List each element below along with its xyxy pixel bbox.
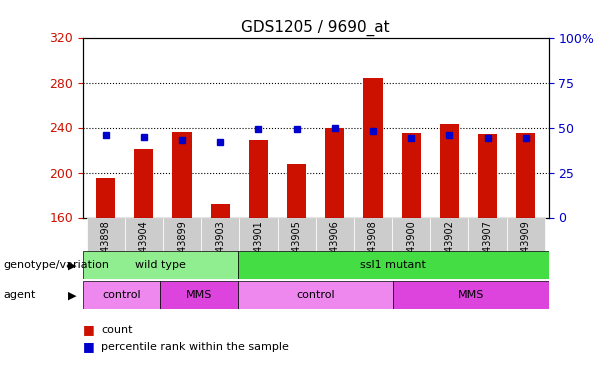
Text: GSM43898: GSM43898 — [101, 220, 111, 273]
Bar — [392, 217, 430, 279]
Text: control: control — [296, 290, 335, 300]
Bar — [316, 217, 354, 279]
Text: GSM43905: GSM43905 — [292, 220, 302, 273]
Bar — [249, 140, 268, 218]
Text: control: control — [102, 290, 141, 300]
Text: percentile rank within the sample: percentile rank within the sample — [101, 342, 289, 352]
Text: GSM43899: GSM43899 — [177, 220, 187, 273]
Text: agent: agent — [3, 290, 36, 300]
Bar — [287, 164, 306, 218]
Bar — [326, 128, 345, 218]
Bar — [506, 217, 545, 279]
Text: ▶: ▶ — [68, 290, 77, 300]
Bar — [96, 178, 115, 218]
Bar — [83, 281, 161, 309]
Bar — [201, 217, 239, 279]
Bar — [238, 281, 394, 309]
Bar — [402, 133, 421, 218]
Text: GSM43903: GSM43903 — [215, 220, 225, 273]
Bar — [172, 132, 192, 218]
Bar — [239, 217, 278, 279]
Bar — [354, 217, 392, 279]
Text: GSM43904: GSM43904 — [139, 220, 149, 273]
Text: genotype/variation: genotype/variation — [3, 260, 109, 270]
Bar — [134, 149, 153, 217]
Bar — [211, 204, 230, 218]
Bar — [430, 217, 468, 279]
Text: count: count — [101, 325, 132, 335]
Text: GSM43902: GSM43902 — [444, 220, 454, 273]
Bar — [83, 251, 238, 279]
Text: GSM43908: GSM43908 — [368, 220, 378, 273]
Bar — [364, 78, 383, 218]
Text: GSM43906: GSM43906 — [330, 220, 340, 273]
Bar — [468, 217, 506, 279]
Text: ssl1 mutant: ssl1 mutant — [360, 260, 426, 270]
Bar — [125, 217, 163, 279]
Text: ▶: ▶ — [68, 260, 77, 270]
Text: ■: ■ — [83, 324, 94, 336]
Bar — [440, 124, 459, 218]
Text: ■: ■ — [83, 340, 94, 353]
Text: GSM43907: GSM43907 — [482, 220, 492, 273]
Bar — [163, 217, 201, 279]
Text: MMS: MMS — [186, 290, 213, 300]
Bar — [161, 281, 238, 309]
Text: wild type: wild type — [135, 260, 186, 270]
Title: GDS1205 / 9690_at: GDS1205 / 9690_at — [242, 20, 390, 36]
Bar — [516, 133, 535, 218]
Bar — [394, 281, 549, 309]
Text: MMS: MMS — [458, 290, 484, 300]
Text: GSM43901: GSM43901 — [253, 220, 264, 273]
Bar — [86, 217, 125, 279]
Text: GSM43909: GSM43909 — [520, 220, 531, 273]
Bar — [478, 134, 497, 218]
Bar — [238, 251, 549, 279]
Bar — [278, 217, 316, 279]
Text: GSM43900: GSM43900 — [406, 220, 416, 273]
